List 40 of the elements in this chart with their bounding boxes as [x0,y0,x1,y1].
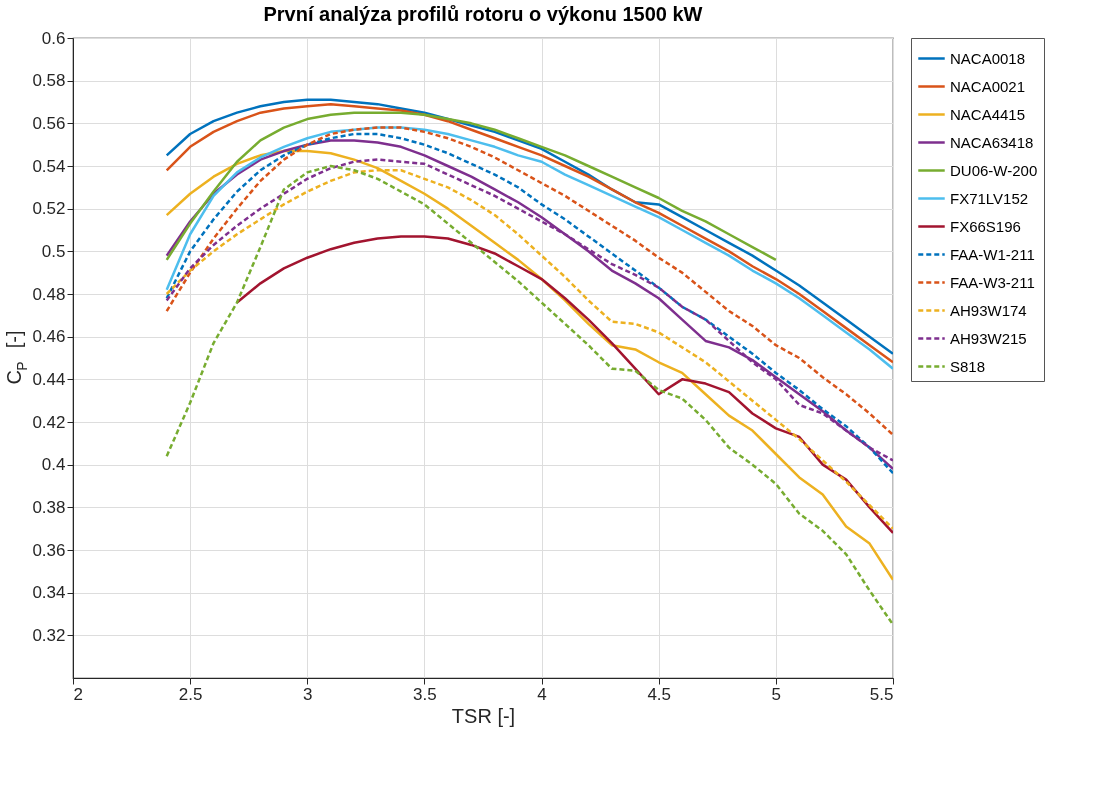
y-tick-label: 0.54 [32,156,66,176]
legend-label: NACA4415 [950,105,1026,123]
legend-label: NACA63418 [950,133,1034,151]
legend-label: NACA0021 [950,77,1026,95]
x-axis-title: TSR [-] [451,704,516,727]
legend-label: FAA-W1-211 [950,245,1035,263]
x-tick-label: 2.5 [178,684,203,704]
x-tick-label: 4 [537,684,547,704]
x-tick-label: 3 [303,684,313,704]
y-tick-label: 0.46 [32,327,66,347]
chart-title: První analýza profilů rotoru o výkonu 1500 kW [263,3,703,25]
y-tick-label: 0.38 [32,497,66,517]
legend-label: FX71LV152 [950,189,1029,207]
legend-label: AH93W215 [950,329,1027,347]
y-tick-label: 0.52 [32,199,66,219]
y-tick-label: 0.42 [32,412,66,432]
y-tick-label: 0.48 [32,284,66,304]
line-series [165,111,778,262]
y-axis-title: CP [-] [3,330,30,385]
y-tick-label: 0.44 [32,369,66,389]
y-tick-label: 0.58 [32,71,66,91]
legend-label: DU06-W-200 [950,161,1038,179]
x-tick-label: 5 [771,684,782,704]
legend-label: S818 [950,357,986,375]
x-tick-label: 3.5 [413,684,437,704]
y-tick-label: 0.6 [41,28,66,48]
x-tick-label: 2 [73,684,83,704]
y-tick-label: 0.56 [32,113,66,133]
x-tick-label: 5.5 [869,684,894,704]
legend-label: FAA-W3-211 [950,273,1035,291]
legend-label: FX66S196 [950,217,1021,235]
legend-label: NACA0018 [950,49,1026,67]
y-tick-label: 0.34 [32,583,66,603]
y-tick-label: 0.5 [41,241,66,261]
legend-label: AH93W174 [950,301,1027,319]
line-series [235,235,893,535]
y-tick-label: 0.32 [32,625,66,645]
y-tick-label: 0.4 [41,455,66,475]
y-tick-label: 0.36 [32,540,66,560]
x-tick-label: 4.5 [647,684,672,704]
